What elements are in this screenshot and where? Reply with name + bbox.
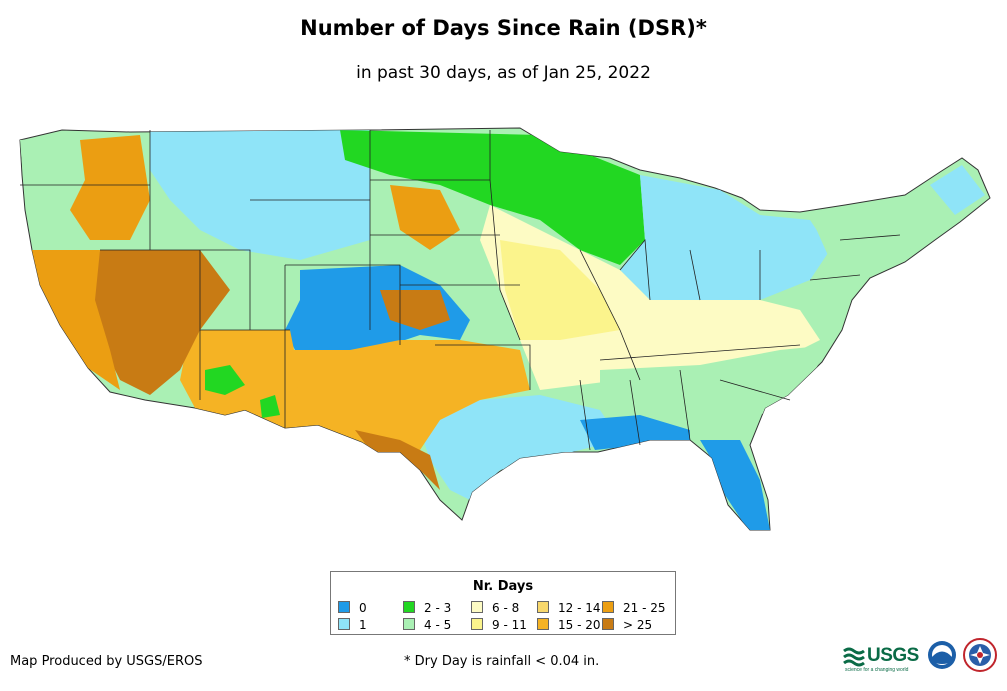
dsr-zones [20, 130, 985, 530]
zone-0 [700, 440, 770, 530]
legend-swatch [403, 601, 415, 613]
noaa-logo-icon [928, 641, 956, 669]
zone-over-25 [380, 290, 450, 330]
legend-label: 12 - 14 [558, 601, 601, 615]
usgs-tagline: science for a changing world [845, 667, 909, 673]
legend-item-1: 1 [338, 618, 367, 632]
legend-label: 0 [359, 601, 367, 615]
zone-21-25 [70, 135, 150, 240]
zone-1 [420, 395, 620, 500]
zone-4-5 [810, 175, 975, 280]
zone-2-3 [205, 365, 245, 395]
zone-9-11 [500, 240, 620, 340]
map-credit: Map Produced by USGS/EROS [10, 654, 203, 669]
legend-item-4-5: 4 - 5 [403, 618, 451, 632]
legend-item-0: 0 [338, 601, 367, 615]
usgs-logo-text: USGS [867, 645, 919, 666]
legend-label: 4 - 5 [424, 618, 452, 632]
legend-label: 6 - 8 [492, 601, 520, 615]
legend-swatch [471, 601, 483, 613]
legend-title: Nr. Days [472, 579, 534, 594]
nws-logo-icon [963, 638, 997, 672]
legend-swatch [338, 601, 350, 613]
legend-swatch [537, 601, 549, 613]
legend-label: 9 - 11 [492, 618, 527, 632]
legend: Nr. Days 0 1 2 - 3 4 - 5 6 - 8 9 - 11 12… [330, 571, 676, 635]
legend-item-9-11: 9 - 11 [471, 618, 527, 632]
dry-day-note: * Dry Day is rainfall < 0.04 in. [404, 654, 600, 669]
legend-swatch [403, 618, 415, 630]
legend-label: 2 - 3 [424, 601, 452, 615]
legend-label: 15 - 20 [558, 618, 601, 632]
legend-label: > 25 [623, 618, 653, 632]
zone-6-8 [480, 205, 820, 390]
legend-swatch [471, 618, 483, 630]
usgs-logo-icon [843, 647, 865, 667]
legend-item-15-20: 15 - 20 [537, 618, 601, 632]
legend-label: 1 [359, 618, 367, 632]
zone-15-20 [270, 340, 530, 452]
zone-21-25 [390, 185, 460, 250]
legend-item-6-8: 6 - 8 [471, 601, 519, 615]
legend-item-12-14: 12 - 14 [537, 601, 601, 615]
zone-over-25 [90, 250, 230, 395]
zone-1 [150, 130, 370, 260]
map-title: Number of Days Since Rain (DSR)* [300, 16, 707, 40]
zone-1 [930, 165, 985, 215]
zone-21-25 [30, 250, 120, 390]
legend-item-2-3: 2 - 3 [403, 601, 451, 615]
map-subtitle: in past 30 days, as of Jan 25, 2022 [356, 63, 651, 83]
legend-swatch [338, 618, 350, 630]
state-boundaries [20, 130, 901, 451]
legend-item-over-25: > 25 [602, 618, 652, 632]
agency-logos: USGS science for a changing world [843, 638, 1003, 678]
zone-2-3 [340, 130, 645, 265]
zone-2-3 [260, 395, 280, 418]
legend-swatch [602, 618, 614, 630]
zone-over-25 [355, 430, 440, 490]
legend-swatch [537, 618, 549, 630]
legend-label: 21 - 25 [623, 601, 666, 615]
zone-0 [285, 265, 470, 360]
zone-1 [620, 175, 830, 300]
legend-swatch [602, 601, 614, 613]
legend-item-21-25: 21 - 25 [602, 601, 666, 615]
